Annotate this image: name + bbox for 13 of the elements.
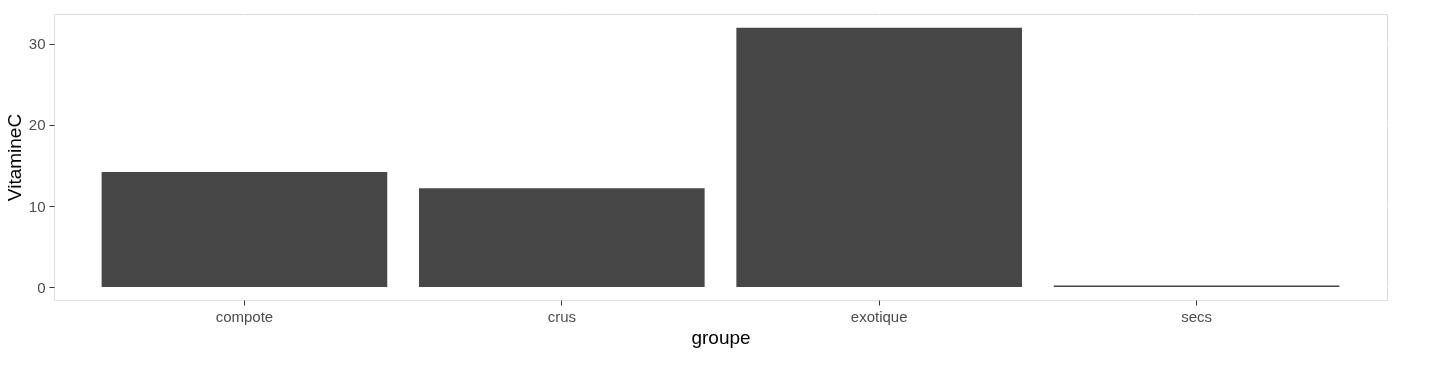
y-tick-label: 30 (28, 35, 46, 53)
x-tick-label: compote (215, 307, 274, 325)
y-tick-label: 0 (37, 278, 46, 296)
y-axis-title: VitamineC (3, 113, 25, 202)
y-tick-label: 10 (28, 197, 46, 215)
x-axis-title: groupe (691, 326, 751, 348)
bar (418, 188, 705, 288)
bar (736, 27, 1023, 288)
x-tick-label: exotique (850, 307, 908, 325)
bar (101, 171, 388, 288)
x-tick-label: secs (1181, 307, 1212, 325)
y-tick-label: 20 (28, 116, 46, 134)
x-tick-label: crus (547, 307, 576, 325)
